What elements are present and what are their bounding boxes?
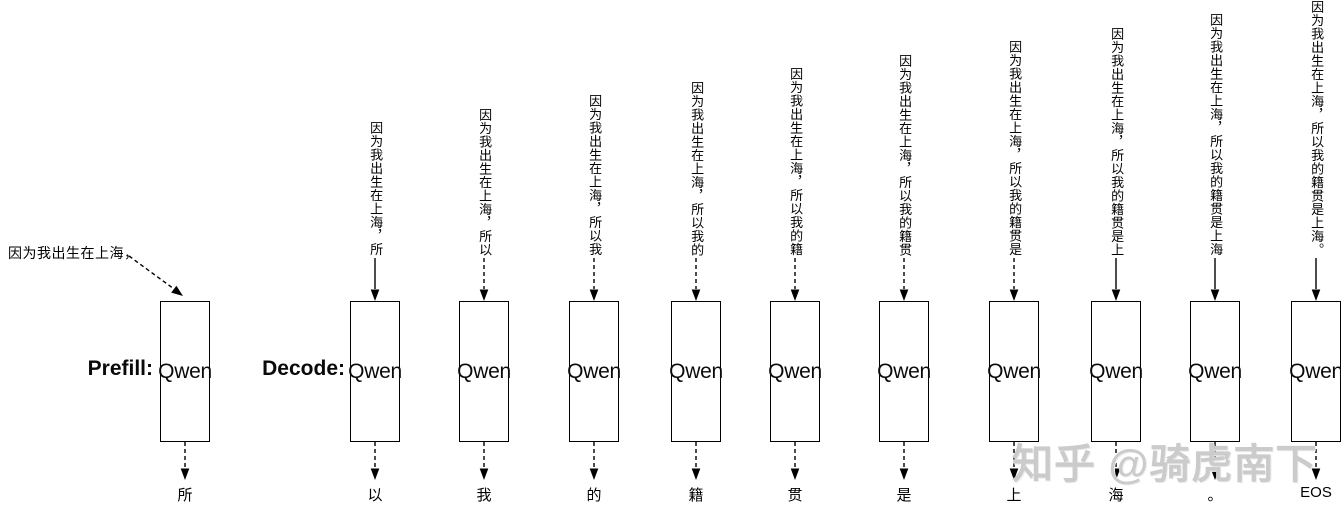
input-arrow	[370, 258, 380, 301]
output-token: 籍	[688, 487, 704, 504]
input-context: 因为我出生在上海，所以我的籍贯	[897, 53, 913, 257]
output-token: 贯	[787, 487, 803, 504]
model-label: Qwen	[348, 359, 402, 383]
model-label: Qwen	[1289, 359, 1341, 383]
model-label: Qwen	[567, 359, 621, 383]
model-label: Qwen	[158, 359, 212, 383]
input-context: 因为我出生在上海，所以我的籍贯是上海	[1208, 13, 1224, 256]
model-label: Qwen	[457, 359, 511, 383]
input-arrow	[899, 258, 909, 301]
output-arrow	[899, 442, 909, 480]
model-box: Qwen	[877, 301, 931, 442]
output-token: 以	[367, 487, 383, 504]
watermark: 知乎 @骑虎南下	[1012, 441, 1318, 487]
input-arrow	[1111, 258, 1121, 301]
input-context: 因为我出生在上海，所以	[477, 107, 493, 257]
model-label: Qwen	[768, 359, 822, 383]
input-context: 因为我出生在上海，所以我的籍贯是上	[1109, 26, 1125, 257]
output-token: 是	[896, 487, 912, 504]
decode-stage-label: Decode:	[262, 357, 345, 380]
model-label: Qwen	[1188, 359, 1242, 383]
model-label: Qwen	[1089, 359, 1143, 383]
input-context: 因为我出生在上海，所以我	[587, 94, 603, 256]
model-box: Qwen	[669, 301, 723, 442]
model-label: Qwen	[877, 359, 931, 383]
input-arrow	[1009, 258, 1019, 301]
model-label: Qwen	[669, 359, 723, 383]
output-arrow	[370, 442, 380, 480]
output-arrow	[589, 442, 599, 480]
model-box: Qwen	[348, 301, 402, 442]
input-context: 因为我出生在上海，所以我的籍贯是上海。	[1309, 0, 1325, 256]
prefill-stage-label: Prefill:	[87, 357, 153, 380]
input-context: 因为我出生在上海，所以我的籍	[788, 67, 804, 256]
model-box: Qwen	[1188, 301, 1242, 442]
input-context: 因为我出生在上海，	[8, 245, 139, 261]
output-arrow	[691, 442, 701, 480]
output-arrow	[479, 442, 489, 480]
input-arrow	[790, 258, 800, 301]
input-arrow	[128, 255, 183, 296]
output-arrow	[790, 442, 800, 480]
output-token: 我	[476, 487, 492, 504]
model-box: Qwen	[987, 301, 1041, 442]
input-arrow	[691, 258, 701, 301]
input-context: 因为我出生在上海，所以我的籍贯是	[1007, 40, 1023, 256]
output-token: 的	[586, 487, 602, 504]
input-arrow	[1210, 258, 1220, 301]
model-box: Qwen	[768, 301, 822, 442]
output-arrow	[180, 442, 190, 480]
input-arrow	[479, 258, 489, 301]
input-arrow	[589, 258, 599, 301]
output-token: 所	[177, 487, 193, 504]
model-box: Qwen	[567, 301, 621, 442]
model-box: Qwen	[1289, 301, 1341, 442]
input-arrow	[1311, 258, 1321, 301]
model-label: Qwen	[987, 359, 1041, 383]
input-context: 因为我出生在上海，所以我的	[689, 80, 705, 257]
input-context: 因为我出生在上海，所	[368, 121, 384, 256]
model-box: Qwen	[1089, 301, 1143, 442]
model-box: Qwen	[457, 301, 511, 442]
model-box: Qwen	[158, 301, 212, 442]
